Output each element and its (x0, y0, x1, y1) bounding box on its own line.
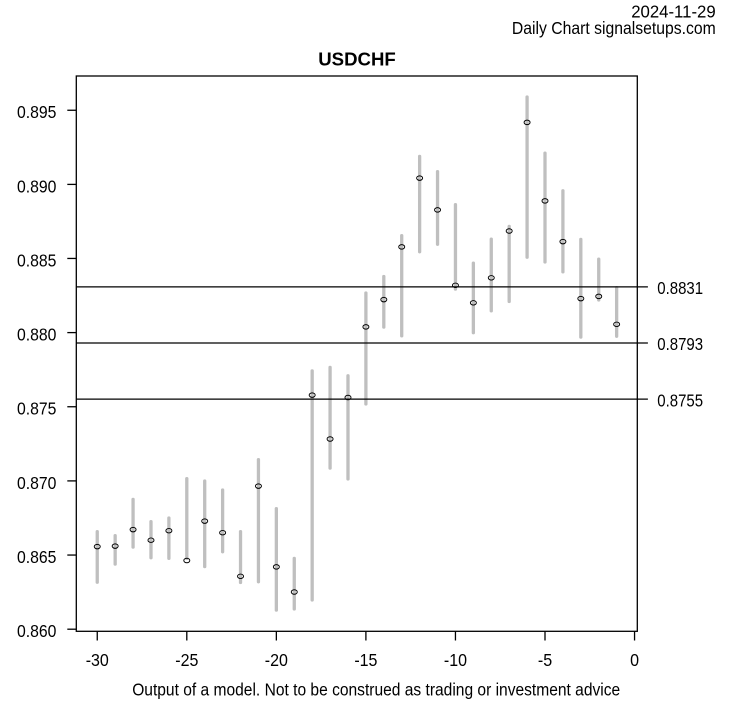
svg-text:-30: -30 (86, 650, 109, 670)
svg-text:0.895: 0.895 (17, 102, 56, 122)
svg-text:0.865: 0.865 (17, 547, 56, 567)
svg-text:-10: -10 (444, 650, 467, 670)
svg-text:0.8831: 0.8831 (657, 278, 703, 298)
svg-text:-20: -20 (265, 650, 288, 670)
svg-text:0.8755: 0.8755 (657, 390, 703, 410)
svg-text:-5: -5 (538, 650, 552, 670)
svg-text:-15: -15 (354, 650, 377, 670)
svg-text:0.860: 0.860 (17, 621, 56, 641)
svg-text:USDCHF: USDCHF (318, 49, 396, 69)
svg-text:2024-11-29: 2024-11-29 (631, 2, 716, 22)
svg-text:0.890: 0.890 (17, 176, 56, 196)
svg-text:0.870: 0.870 (17, 473, 56, 493)
svg-text:0.8793: 0.8793 (657, 334, 703, 354)
svg-text:0.880: 0.880 (17, 325, 56, 345)
svg-text:Daily Chart signalsetups.com: Daily Chart signalsetups.com (512, 18, 716, 38)
svg-text:0.875: 0.875 (17, 399, 56, 419)
svg-text:0.885: 0.885 (17, 250, 56, 270)
svg-text:-25: -25 (175, 650, 198, 670)
svg-text:Output of a model. Not to be c: Output of a model. Not to be construed a… (132, 680, 620, 700)
svg-text:0: 0 (630, 650, 639, 670)
